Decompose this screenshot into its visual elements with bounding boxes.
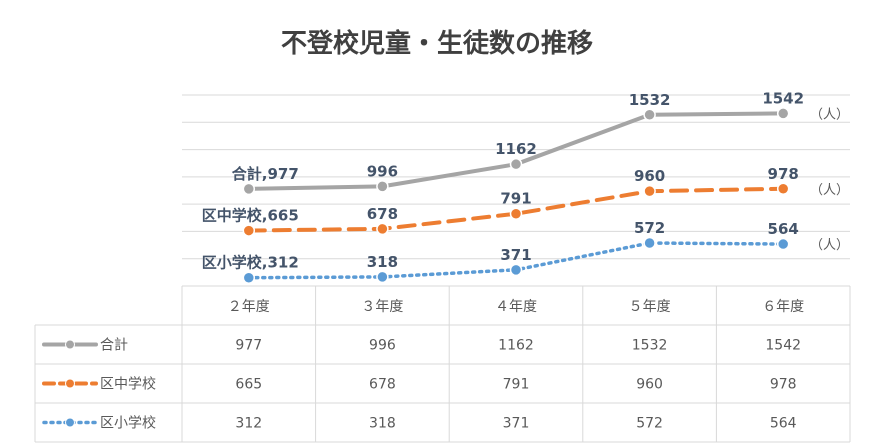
data-point-区中学校 bbox=[643, 184, 656, 198]
data-point-合計 bbox=[643, 108, 656, 122]
table-cell: 318 bbox=[369, 416, 396, 432]
chart-title: 不登校児童・生徒数の推移 bbox=[281, 28, 593, 59]
table-cell: 978 bbox=[770, 377, 797, 393]
table-cell: 1162 bbox=[498, 338, 534, 354]
data-label-合計: 1162 bbox=[495, 140, 537, 158]
table-cell: 678 bbox=[369, 377, 396, 393]
data-point-合計 bbox=[776, 107, 790, 120]
data-point-区小学校 bbox=[776, 237, 790, 251]
data-label-合計: 996 bbox=[367, 162, 398, 180]
table-cell: 665 bbox=[235, 377, 262, 393]
unit-label: （人） bbox=[810, 183, 849, 198]
legend-label: 区中学校 bbox=[100, 376, 156, 393]
table-cell: 960 bbox=[636, 377, 663, 393]
x-tick-label: ４年度 bbox=[495, 299, 537, 315]
table-cell: 977 bbox=[235, 338, 262, 354]
data-label-合計: 1542 bbox=[762, 89, 804, 107]
data-label-区小学校: 572 bbox=[634, 219, 665, 237]
legend-marker bbox=[65, 378, 75, 389]
table-cell: 1542 bbox=[765, 338, 801, 354]
data-label-区中学校: 区中学校,665 bbox=[202, 207, 299, 225]
data-label-区小学校: 318 bbox=[367, 253, 398, 271]
unit-label: （人） bbox=[810, 107, 849, 122]
legend-marker bbox=[65, 417, 75, 428]
series-lines bbox=[242, 107, 790, 284]
data-label-合計: 1532 bbox=[629, 91, 671, 109]
data-point-区小学校 bbox=[242, 271, 256, 284]
data-label-合計: 合計,977 bbox=[231, 165, 299, 183]
table-cell: 312 bbox=[235, 416, 262, 432]
table-cell: 564 bbox=[770, 416, 797, 432]
unit-label: （人） bbox=[810, 238, 849, 253]
data-point-合計 bbox=[242, 182, 256, 196]
data-point-区中学校 bbox=[776, 182, 790, 196]
legend-label: 区小学校 bbox=[100, 415, 156, 432]
table-cell: 572 bbox=[636, 416, 663, 432]
table-cell: 371 bbox=[503, 416, 530, 432]
data-labels: 合計,977 996 1162 1532 1542 （人） 区中学校,665 678 791 96… bbox=[202, 89, 849, 271]
data-point-区中学校 bbox=[242, 224, 256, 237]
x-tick-label: ６年度 bbox=[762, 299, 804, 315]
data-label-区小学校: 区小学校,312 bbox=[202, 254, 299, 272]
x-tick-label: ３年度 bbox=[361, 299, 403, 315]
data-label-区中学校: 678 bbox=[367, 205, 398, 223]
data-label-区小学校: 371 bbox=[500, 246, 531, 264]
data-label-区小学校: 564 bbox=[768, 220, 799, 238]
data-label-区中学校: 960 bbox=[634, 167, 665, 185]
x-tick-label: ５年度 bbox=[629, 299, 671, 315]
data-point-区小学校 bbox=[376, 270, 389, 284]
table-cell: 996 bbox=[369, 338, 396, 354]
data-point-区中学校 bbox=[376, 222, 389, 236]
data-point-合計 bbox=[509, 157, 523, 171]
data-point-区小学校 bbox=[509, 263, 523, 277]
data-label-区中学校: 791 bbox=[500, 190, 531, 208]
data-point-区中学校 bbox=[509, 207, 523, 220]
data-point-合計 bbox=[376, 180, 389, 193]
legend-label: 合計 bbox=[100, 338, 128, 354]
legend-marker bbox=[65, 339, 75, 350]
table-cell: 1532 bbox=[632, 338, 668, 354]
x-tick-label: ２年度 bbox=[228, 299, 270, 315]
data-label-区中学校: 978 bbox=[768, 165, 799, 183]
gridlines bbox=[182, 94, 850, 287]
data-point-区小学校 bbox=[643, 236, 656, 250]
series-line-区中学校 bbox=[246, 186, 786, 233]
table-cell: 791 bbox=[503, 377, 530, 393]
